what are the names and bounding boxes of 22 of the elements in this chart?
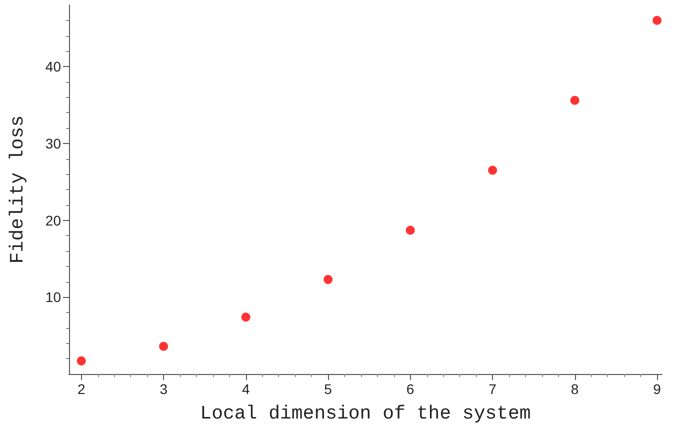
point xyxy=(570,96,580,105)
x-tick-label: 9 xyxy=(653,381,662,397)
x-axis-title: Local dimension of the system xyxy=(200,402,531,424)
x-tick-label: 5 xyxy=(324,381,332,397)
point xyxy=(241,312,250,322)
y-tick-label: 10 xyxy=(45,289,62,306)
x-tick-label: 4 xyxy=(242,381,250,397)
point xyxy=(159,342,168,351)
x-tick-label: 7 xyxy=(488,381,497,397)
point xyxy=(324,274,333,284)
point xyxy=(652,16,662,25)
y-axis-title: Fidelity loss xyxy=(6,115,28,264)
x-tick-label: 2 xyxy=(77,381,86,397)
point xyxy=(488,166,498,175)
x-tick-label: 6 xyxy=(406,381,414,397)
point xyxy=(406,226,415,235)
x-tick-label: 3 xyxy=(160,381,168,397)
point xyxy=(76,356,86,366)
y-tick-label: 20 xyxy=(45,212,62,228)
x-tick-label: 8 xyxy=(570,381,579,397)
y-tick-label: 30 xyxy=(45,135,62,152)
y-tick-label: 40 xyxy=(45,58,62,74)
